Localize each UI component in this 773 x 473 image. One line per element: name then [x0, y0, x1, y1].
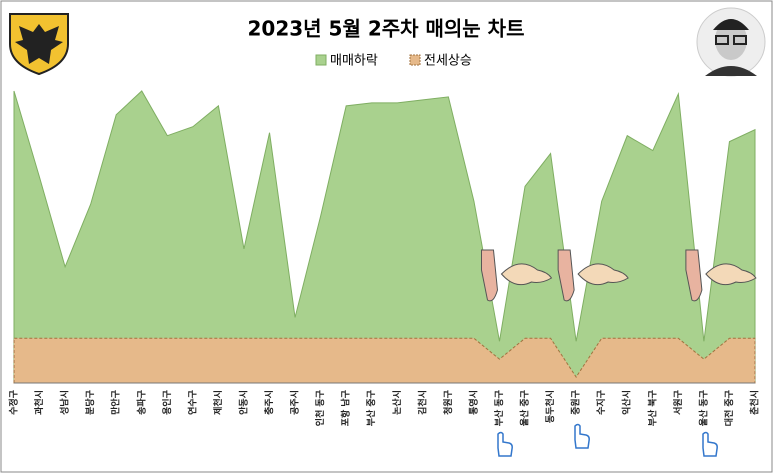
x-tick-label: 대전 중구: [723, 390, 735, 426]
x-tick-label: 서원구: [672, 390, 684, 415]
x-tick-label: 공주시: [290, 390, 301, 415]
x-tick-label: 충주시: [263, 390, 275, 415]
bird: [705, 263, 757, 286]
x-tick-label: 성남시: [59, 390, 71, 415]
legend-label: 전세상승: [424, 54, 472, 69]
x-tick-label: 수정구: [8, 390, 20, 415]
x-tick-label: 부산 북구: [646, 390, 658, 426]
x-tick-label: 용인구: [162, 390, 173, 415]
x-tick-label: 안동시: [238, 390, 249, 415]
hand-icons: [497, 423, 718, 457]
area: [13, 337, 756, 384]
x-tick-label: 부산 중구: [365, 390, 377, 426]
x-tick-label: 울산 중구: [519, 390, 531, 426]
x-tick-label: 분당구: [84, 390, 96, 415]
hawk-icon: [557, 249, 629, 302]
bird: [500, 263, 553, 286]
x-tick-label: 만안구: [110, 390, 122, 415]
x-tick-label: 연수구: [187, 390, 198, 415]
x-tick-label: 수지구: [595, 390, 607, 415]
area: [13, 90, 756, 384]
x-tick-label: 부산 동구: [493, 390, 505, 426]
x-tick-label: 논산시: [391, 390, 403, 415]
x-tick-label: 김천시: [416, 390, 428, 415]
hawk-icon: [480, 249, 553, 302]
avatar: [696, 7, 766, 77]
legend-swatch: [409, 54, 421, 66]
hand: [480, 249, 498, 302]
legend-label: 매매하락: [330, 54, 378, 69]
chart-title: 2023년 5월 2주차 매의눈 차트: [248, 17, 525, 41]
x-tick-label: 인천 동구: [315, 390, 326, 426]
legend-swatch: [315, 54, 327, 66]
hawk-icon: [685, 249, 757, 302]
x-tick-label: 포항 남구: [340, 390, 352, 426]
x-tick-label: 중원구: [570, 390, 582, 415]
x-tick-label: 울산 동구: [697, 390, 709, 426]
x-tick-label: 통영시: [467, 390, 479, 415]
bird: [577, 263, 629, 286]
x-tick-label: 동두천시: [545, 390, 556, 423]
x-tick-label: 송파구: [135, 390, 147, 415]
logo: [9, 13, 69, 76]
x-tick-label: 제천시: [212, 390, 224, 415]
x-tick-label: 청원구: [442, 390, 454, 415]
x-tick-label: 과천시: [33, 390, 45, 415]
hand: [685, 249, 703, 302]
x-tick-label: 춘천시: [749, 390, 761, 415]
hand: [557, 249, 575, 302]
x-tick-label: 익산시: [621, 390, 633, 415]
